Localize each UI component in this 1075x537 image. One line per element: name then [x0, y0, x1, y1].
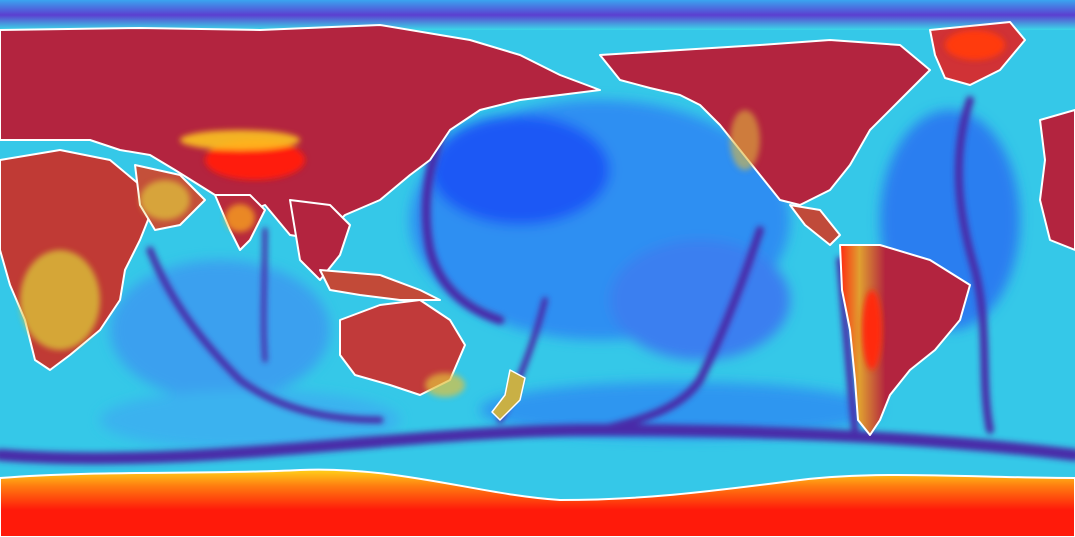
indian-ridge [146, 246, 384, 424]
ocean-layer [100, 100, 1020, 450]
mid-atlantic-ridge [954, 96, 994, 434]
indian-ocean [110, 260, 330, 400]
se-asia [289, 199, 351, 281]
tibetan-plateau [205, 140, 305, 180]
southern-ocean-ring [0, 423, 1075, 465]
europe-east-edge [1039, 109, 1075, 251]
north-america [599, 39, 931, 206]
arctic-band [0, 0, 1075, 30]
eurasia [0, 24, 601, 241]
south-indian-ocean [100, 390, 400, 450]
tibet-rim [180, 130, 300, 150]
ninety-east-ridge [261, 227, 268, 363]
antarctica [0, 468, 1075, 537]
africa-yellow [20, 250, 100, 350]
pacific-deep-blue [430, 115, 610, 225]
pacific-east-blue [610, 240, 790, 360]
east-pacific-rise [596, 226, 764, 434]
andes-red [862, 290, 882, 370]
new-zealand [491, 369, 526, 421]
greenland-hot [945, 30, 1005, 60]
australia-yellow [425, 373, 465, 397]
south-pacific [480, 382, 880, 438]
central-america [789, 204, 841, 246]
rockies-yellow [730, 110, 760, 170]
arabia-yellow [140, 180, 190, 220]
highland-layer [20, 30, 1005, 397]
india-yellow [225, 204, 255, 232]
